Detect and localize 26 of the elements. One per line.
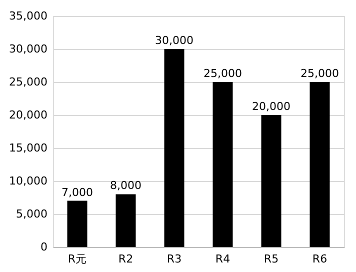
data-label: 25,000 [300,67,339,80]
data-label: 8,000 [110,179,142,192]
bar [67,200,88,247]
data-label: 7,000 [62,186,93,199]
x-tick-label: R2 [118,252,134,266]
x-tick-label: R4 [215,252,230,266]
y-tick-label: 30,000 [9,42,48,56]
data-label: 25,000 [204,67,242,80]
x-tick-label: R5 [264,252,279,266]
data-label: 30,000 [155,34,194,47]
x-tick-label: R3 [166,252,182,266]
bar [116,194,136,247]
y-tick-label: 35,000 [9,10,48,22]
y-tick-label: 5,000 [16,208,48,220]
y-tick-label: 25,000 [9,76,48,88]
x-tick-label: R6 [312,252,328,266]
bar [212,82,233,247]
x-tick-label: R元 [68,252,87,266]
y-tick-label: 20,000 [9,108,48,122]
y-tick-label: 10,000 [9,174,48,188]
bar [261,115,282,247]
bar [164,49,184,247]
y-tick-label: 15,000 [9,142,48,154]
data-label: 20,000 [252,100,290,113]
bar [310,82,330,247]
y-tick-label: 0 [40,240,48,254]
